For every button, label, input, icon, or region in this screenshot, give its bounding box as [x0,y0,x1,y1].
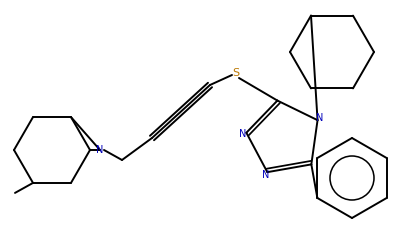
Text: N: N [262,170,269,180]
Text: N: N [96,145,104,155]
Text: N: N [239,129,246,139]
Text: S: S [232,68,240,78]
Text: N: N [316,113,323,123]
